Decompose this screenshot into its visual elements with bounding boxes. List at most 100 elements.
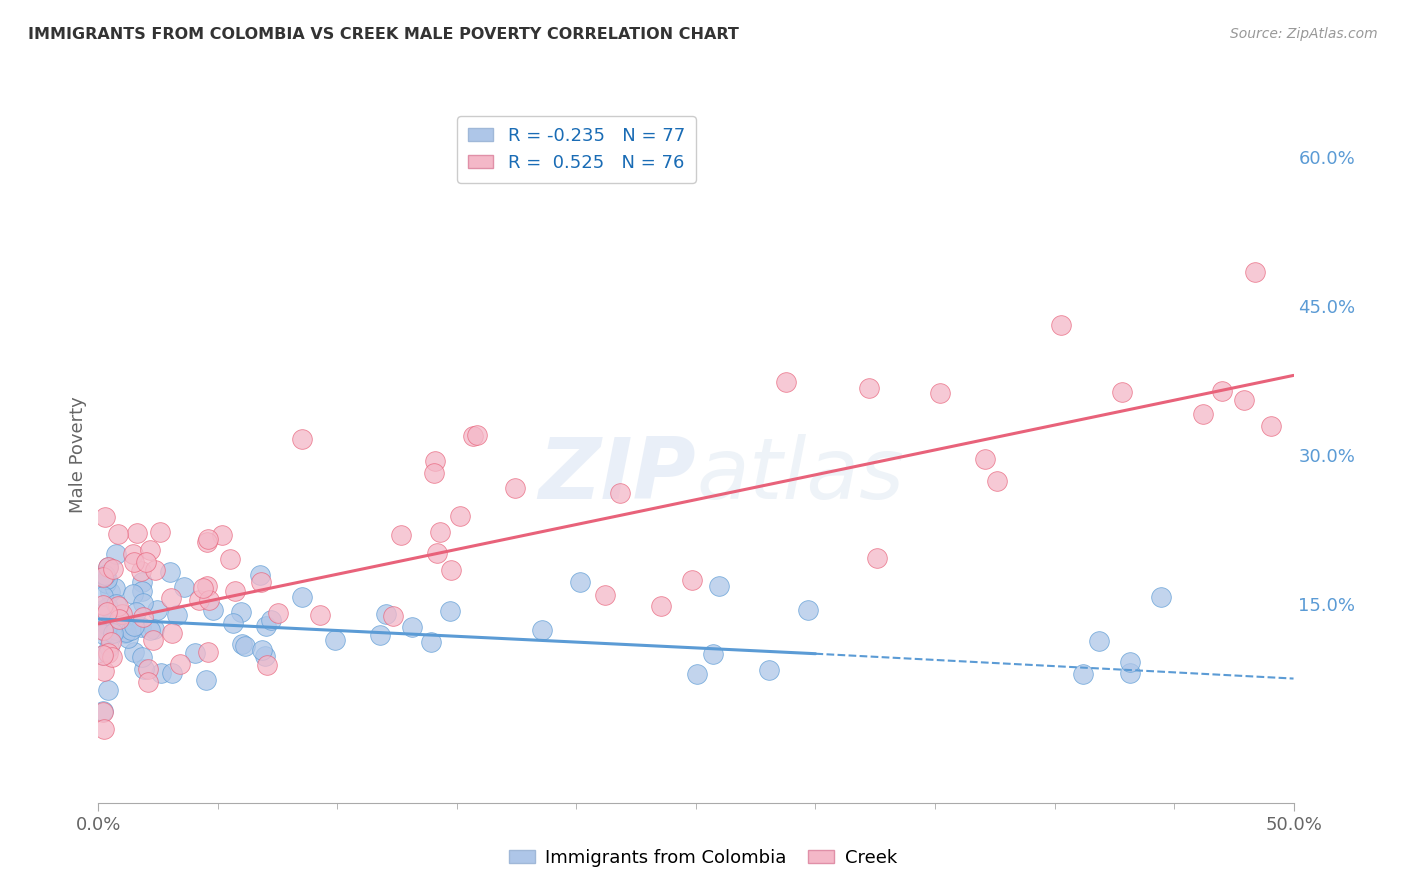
Point xyxy=(91,706,114,720)
Point xyxy=(127,526,149,541)
Point xyxy=(136,675,159,690)
Point xyxy=(197,592,219,607)
Point xyxy=(91,624,114,638)
Point xyxy=(323,632,346,647)
Point xyxy=(160,626,183,640)
Point xyxy=(401,619,423,633)
Point xyxy=(593,588,616,602)
Point xyxy=(197,645,219,659)
Point xyxy=(139,624,162,638)
Point xyxy=(141,632,163,647)
Point xyxy=(111,607,134,621)
Point xyxy=(681,573,703,587)
Point xyxy=(122,618,145,632)
Point xyxy=(132,662,155,676)
Point xyxy=(129,564,152,578)
Point xyxy=(1192,407,1215,421)
Point xyxy=(149,524,172,539)
Point xyxy=(131,574,153,589)
Point xyxy=(440,564,463,578)
Point xyxy=(775,375,797,389)
Point xyxy=(229,605,252,619)
Point xyxy=(91,589,114,603)
Point xyxy=(166,607,188,622)
Point xyxy=(686,666,709,681)
Point xyxy=(131,650,153,665)
Legend: Immigrants from Colombia, Creek: Immigrants from Colombia, Creek xyxy=(502,842,904,874)
Point xyxy=(97,600,120,615)
Point xyxy=(503,481,526,495)
Point xyxy=(94,510,117,524)
Point xyxy=(707,579,730,593)
Point xyxy=(1111,385,1133,400)
Point xyxy=(368,628,391,642)
Point xyxy=(136,662,159,676)
Point xyxy=(702,647,724,661)
Point xyxy=(195,535,218,549)
Point xyxy=(1050,318,1073,333)
Point xyxy=(146,603,169,617)
Point xyxy=(91,705,114,719)
Point xyxy=(91,648,114,662)
Point xyxy=(96,626,118,640)
Point xyxy=(91,627,114,641)
Point xyxy=(160,665,183,680)
Point xyxy=(423,466,446,480)
Point xyxy=(97,682,120,697)
Point xyxy=(796,603,818,617)
Text: atlas: atlas xyxy=(696,434,904,517)
Point xyxy=(104,615,127,629)
Text: ZIP: ZIP xyxy=(538,434,696,517)
Point xyxy=(187,593,209,607)
Point xyxy=(1088,634,1111,648)
Point xyxy=(382,608,405,623)
Point xyxy=(191,582,214,596)
Point xyxy=(211,528,233,542)
Point xyxy=(100,634,122,648)
Text: Source: ZipAtlas.com: Source: ZipAtlas.com xyxy=(1230,27,1378,41)
Point xyxy=(463,429,485,443)
Point xyxy=(132,610,155,624)
Point xyxy=(115,625,138,640)
Point xyxy=(986,474,1008,488)
Point xyxy=(122,645,145,659)
Point xyxy=(131,620,153,634)
Point xyxy=(150,665,173,680)
Point xyxy=(260,613,283,627)
Point xyxy=(135,555,157,569)
Point xyxy=(291,591,314,605)
Point xyxy=(308,608,330,623)
Point xyxy=(159,591,181,606)
Point xyxy=(94,575,117,590)
Point xyxy=(439,604,461,618)
Point xyxy=(465,428,488,442)
Point xyxy=(928,385,950,400)
Point xyxy=(233,639,256,653)
Point xyxy=(252,643,274,657)
Point xyxy=(110,612,132,626)
Point xyxy=(121,548,143,562)
Point xyxy=(105,597,128,611)
Point xyxy=(650,599,672,614)
Point xyxy=(974,451,997,466)
Point xyxy=(449,509,471,524)
Y-axis label: Male Poverty: Male Poverty xyxy=(69,397,87,513)
Point xyxy=(429,524,451,539)
Point xyxy=(139,542,162,557)
Point xyxy=(100,650,122,665)
Point xyxy=(91,648,114,662)
Point xyxy=(250,575,273,590)
Point xyxy=(107,599,129,613)
Point xyxy=(254,648,277,663)
Point xyxy=(93,723,115,737)
Point xyxy=(420,635,443,649)
Point xyxy=(120,623,142,637)
Point xyxy=(91,603,114,617)
Point xyxy=(132,596,155,610)
Point xyxy=(256,657,278,672)
Point xyxy=(224,583,246,598)
Point xyxy=(97,559,120,574)
Point xyxy=(101,562,124,576)
Point xyxy=(107,527,129,541)
Point xyxy=(91,569,114,583)
